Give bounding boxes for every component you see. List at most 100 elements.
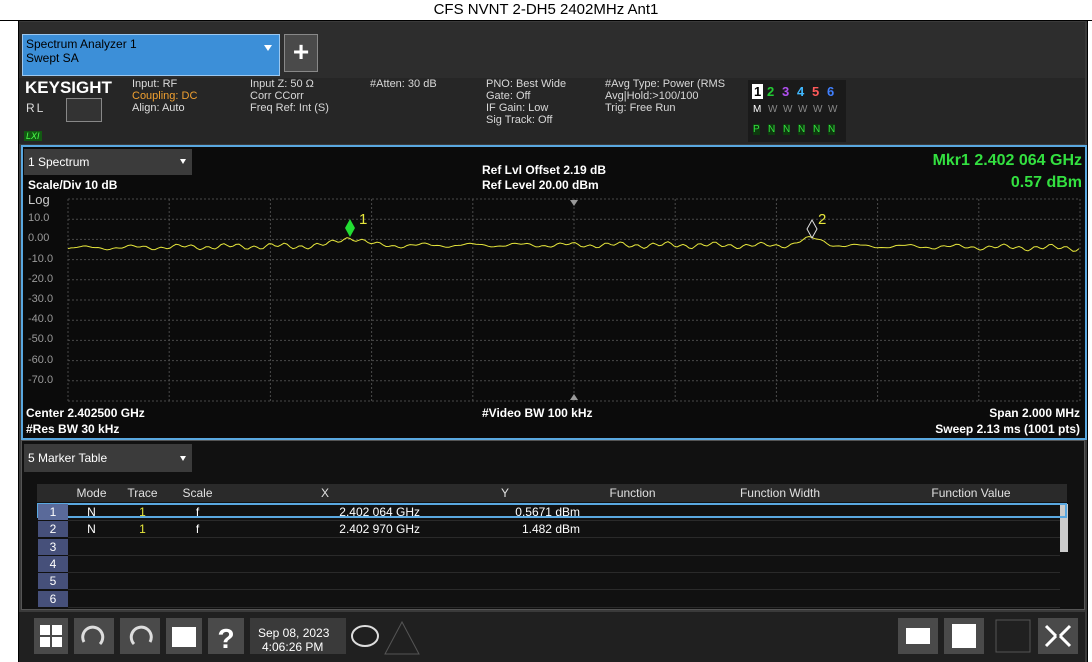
trace-type: W [798,104,808,115]
file-button[interactable] [166,618,202,654]
row-line [68,554,1060,556]
trace-number: 4 [797,84,805,99]
window-selector[interactable] [24,149,192,175]
setting-text: PNO: Best Wide [486,78,567,90]
row-number-cell [38,590,68,607]
y-axis-label: -20.0 [28,272,54,285]
marker-2 [806,218,818,240]
row-number-cell [38,521,68,538]
trace-type: M [753,104,762,115]
column-header: Function Width [739,486,821,500]
tab-dropdown[interactable] [264,45,272,51]
rl-label: RL [26,101,46,115]
trace [67,235,1080,252]
tab-mode: Swept SA [26,51,79,65]
messages-button[interactable] [351,625,379,647]
table-cell: f [195,505,200,519]
trace-detector: N [768,124,776,135]
row-line [68,606,1060,608]
time: 4:06:26 PM [262,640,324,654]
y-axis-label: -50.0 [28,333,54,346]
add-screen-button[interactable]: + [284,34,318,72]
layout-button[interactable] [898,618,938,654]
scale-div: Scale/Div 10 dB [28,178,118,192]
trace-number: 2 [767,84,775,99]
row-line [68,571,1060,573]
table-cell: N [87,522,96,537]
trace-type: W [828,104,838,115]
row-number-cell [38,538,68,555]
clock-box [250,618,346,654]
local-button[interactable] [66,98,102,122]
table-cell: 1 [139,505,146,519]
y-axis-label: 10.0 [28,212,50,225]
row-number: 6 [49,591,57,606]
video-bw: #Video BW 100 kHz [482,406,593,420]
setting-text: Coupling: DC [132,90,198,102]
brand: KEYSIGHT [25,78,112,97]
window-name: 1 Spectrum [28,155,90,169]
setting-text: #Avg Type: Power (RMS [605,78,726,90]
table-name: 5 Marker Table [28,451,108,465]
scale-type: Log [28,192,50,207]
undo-button[interactable] [74,618,114,654]
setting-text: Trig: Free Run [605,102,676,114]
trace-number: 5 [812,84,820,99]
taskbar-icons: ? [34,618,1078,655]
table-cell: f [195,522,200,537]
spectrum-window [21,145,1087,440]
table-cell: N [87,505,96,519]
trace-detector: N [813,124,821,135]
trace-number: 1 [752,84,764,99]
date: Sep 08, 2023 [258,626,330,640]
y-axis-label: -10.0 [28,252,54,265]
y-axis-label: 0.00 [28,232,50,245]
redo-button[interactable] [120,618,160,654]
help-button[interactable]: ? [208,618,244,654]
setting-text: Gate: Off [486,90,531,102]
setting-text: IF Gain: Low [486,102,549,114]
trace-number: 6 [827,84,835,99]
tab-name: Spectrum Analyzer 1 [26,37,137,51]
alert-icon [384,620,420,655]
column-header: Function Value [931,486,1011,500]
lxi-badge: LXI [24,131,42,141]
table-selector[interactable] [24,444,192,472]
windows-button[interactable] [34,618,68,654]
ref-triangle-bottom [570,394,578,400]
setting-text: Avg|Hold:>100/100 [605,90,699,102]
ref-offset: Ref Lvl Offset 2.19 dB [482,163,607,177]
row-number-cell [38,555,68,572]
marker-1-label: 1 [359,211,367,228]
touch-button[interactable] [944,618,984,654]
marker-1 [345,219,355,237]
marker-amplitude: 0.57 dBm [1010,174,1082,191]
table-cell: 2.402 970 GHz [339,522,420,537]
trace-detector: P [753,124,760,135]
scrollbar[interactable] [1060,504,1068,552]
row-line [68,537,1060,539]
table-dropdown [180,456,186,461]
setting-text: Input: RF [132,78,178,90]
trace-detector: N [828,124,836,135]
split-button[interactable] [995,619,1031,653]
window-dropdown [180,159,186,164]
table-header-bg [37,484,1067,502]
setting-text: Align: Auto [132,102,185,114]
trace-type: W [813,104,823,115]
row-line [68,589,1060,591]
fullscreen-button[interactable] [1038,618,1078,654]
y-axis-label: -30.0 [28,293,54,305]
column-header: Function [609,486,656,500]
res-bw: #Res BW 30 kHz [26,422,120,436]
y-axis-label: -60.0 [28,353,54,366]
screen-tab[interactable] [22,34,280,76]
trace-detector: N [798,124,806,135]
sweep: Sweep 2.13 ms (1001 pts) [935,422,1080,436]
row-number: 3 [49,539,57,554]
column-header: Mode [76,486,107,500]
column-header: Y [500,486,509,500]
marker-frequency: Mkr1 2.402 064 GHz [932,152,1082,169]
column-header: Scale [182,486,213,500]
